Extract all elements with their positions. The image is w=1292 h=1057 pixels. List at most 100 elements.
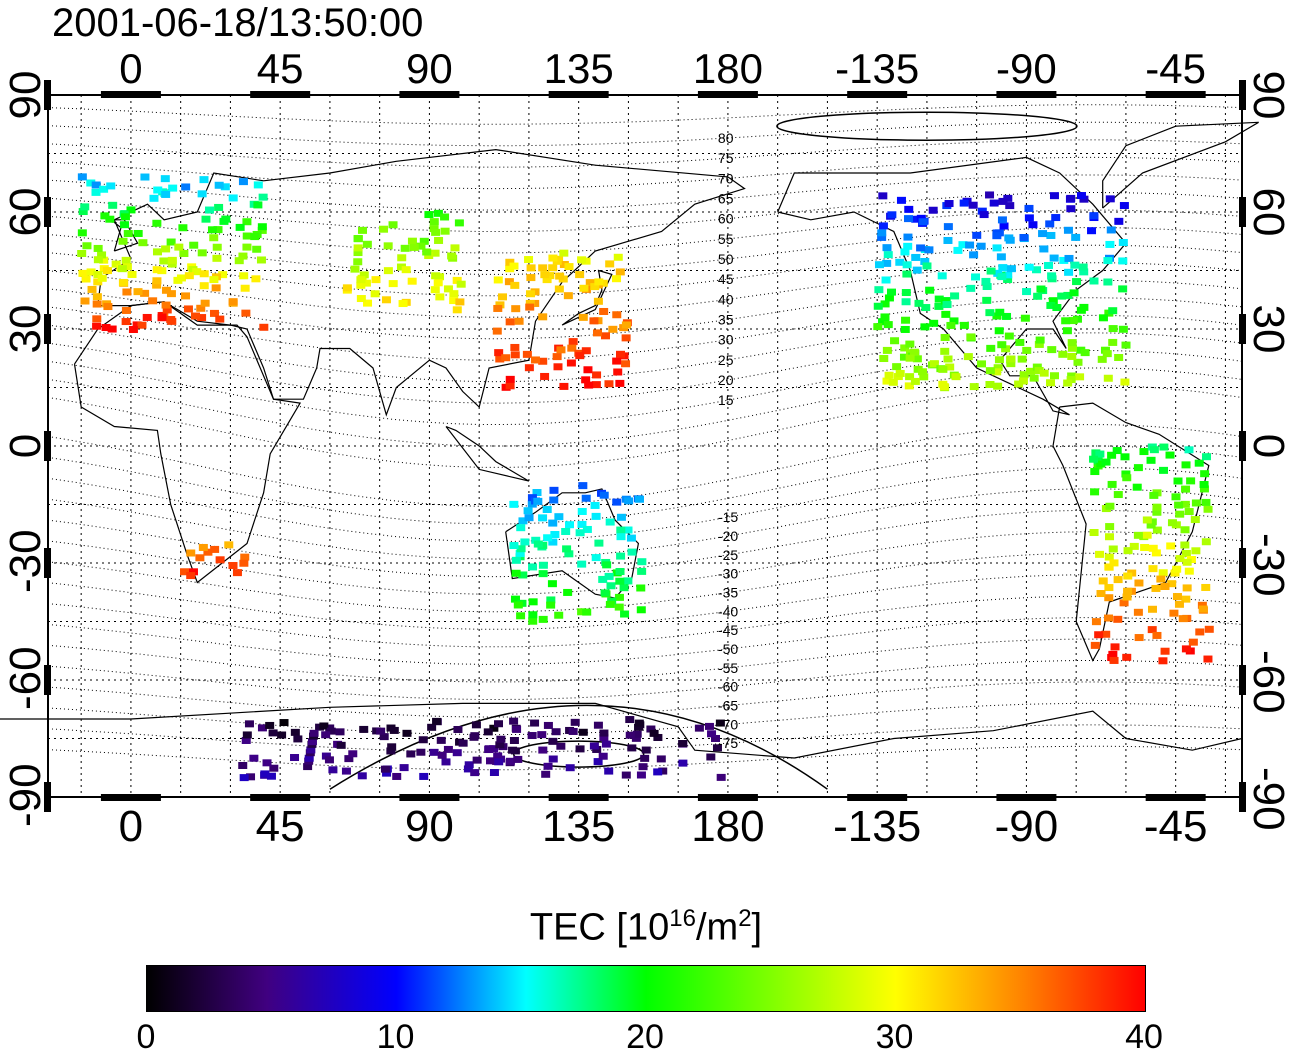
tec-point: [1121, 470, 1131, 478]
tec-point: [504, 278, 514, 286]
tec-point: [1139, 448, 1149, 456]
contour-label: -70: [718, 716, 738, 732]
top-tick-band: [847, 91, 908, 98]
contour-line: [47, 445, 1243, 525]
tec-point: [1123, 572, 1133, 580]
tec-point: [269, 764, 279, 772]
tec-point: [495, 355, 505, 363]
tec-point: [1067, 344, 1077, 352]
plot-title: 2001-06-18/13:50:00: [52, 1, 424, 45]
tec-point: [636, 584, 646, 592]
tec-point: [121, 306, 131, 314]
tec-point: [501, 354, 511, 362]
tec-point: [197, 249, 207, 257]
tec-point: [509, 737, 519, 745]
tec-point: [111, 260, 121, 268]
tec-point: [963, 353, 973, 361]
tec-point: [199, 176, 209, 184]
tec-point: [1120, 453, 1130, 461]
tec-point: [710, 734, 720, 742]
tec-point: [613, 253, 623, 261]
tec-point: [1090, 488, 1100, 496]
tec-point: [361, 279, 371, 287]
tec-point: [407, 237, 417, 245]
tec-point: [992, 368, 1002, 376]
tec-point: [887, 211, 897, 219]
tec-point: [591, 554, 601, 562]
tec-point: [993, 364, 1003, 372]
tec-point: [1020, 314, 1030, 322]
tec-point: [1024, 214, 1034, 222]
tec-point: [1063, 379, 1073, 387]
coastline: [97, 148, 746, 417]
tec-data-points: [77, 173, 1214, 782]
tec-point: [453, 725, 463, 733]
tec-point: [1026, 367, 1036, 375]
tec-point: [550, 530, 560, 538]
tec-point: [959, 321, 969, 329]
tec-point: [616, 533, 626, 541]
tec-point: [1149, 446, 1159, 454]
tec-point: [909, 348, 919, 356]
tec-point: [997, 273, 1007, 281]
tec-point: [505, 382, 515, 390]
tec-point: [186, 549, 196, 557]
tec-point: [234, 257, 244, 265]
tec-point: [589, 317, 599, 325]
tec-point: [242, 232, 252, 240]
tec-point: [495, 741, 505, 749]
tec-point: [494, 720, 504, 728]
tec-point: [977, 360, 987, 368]
tec-point: [454, 219, 464, 227]
tec-point: [1182, 558, 1192, 566]
tec-point: [614, 593, 624, 601]
tec-point: [246, 773, 256, 781]
tec-point: [82, 242, 92, 250]
top-tick-label: 180: [692, 45, 763, 92]
tec-point: [524, 256, 534, 264]
contour-label: -65: [718, 698, 738, 714]
tec-point: [516, 612, 526, 620]
tec-point: [1070, 261, 1080, 269]
top-tick-label: -135: [835, 45, 920, 92]
tec-point: [218, 271, 228, 279]
tec-point: [92, 315, 102, 323]
tec-point: [551, 728, 561, 736]
tec-point: [1072, 278, 1082, 286]
tec-point: [1152, 631, 1162, 639]
tec-point: [389, 726, 399, 734]
tec-point: [1197, 601, 1207, 609]
tec-point: [582, 608, 592, 616]
tec-point: [494, 349, 504, 357]
tec-point: [1101, 630, 1111, 638]
tec-point: [591, 512, 601, 520]
contour-line: [47, 745, 1243, 771]
tec-point: [207, 226, 217, 234]
tec-point: [180, 568, 190, 576]
tec-point: [716, 773, 726, 781]
tec-point: [640, 754, 650, 762]
tec-point: [575, 352, 585, 360]
tec-point: [495, 301, 505, 309]
tec-point: [547, 580, 557, 588]
tec-point: [873, 323, 883, 331]
tec-point: [998, 197, 1008, 205]
tec-point: [214, 203, 224, 211]
tec-point: [1174, 501, 1184, 509]
tec-point: [943, 236, 953, 244]
tec-point: [416, 748, 426, 756]
contour-line: [47, 174, 1243, 211]
tec-point: [581, 494, 591, 502]
tec-point: [895, 258, 905, 266]
tec-point: [901, 298, 911, 306]
contour-label: 55: [718, 231, 734, 247]
tec-point: [449, 297, 459, 305]
tec-point: [341, 767, 351, 775]
tec-point: [321, 731, 331, 739]
tec-point: [1006, 265, 1016, 273]
tec-point: [604, 380, 614, 388]
tec-point: [526, 290, 536, 298]
tec-point: [518, 517, 528, 525]
contour-line: [47, 262, 1243, 318]
tec-point: [1064, 254, 1074, 262]
